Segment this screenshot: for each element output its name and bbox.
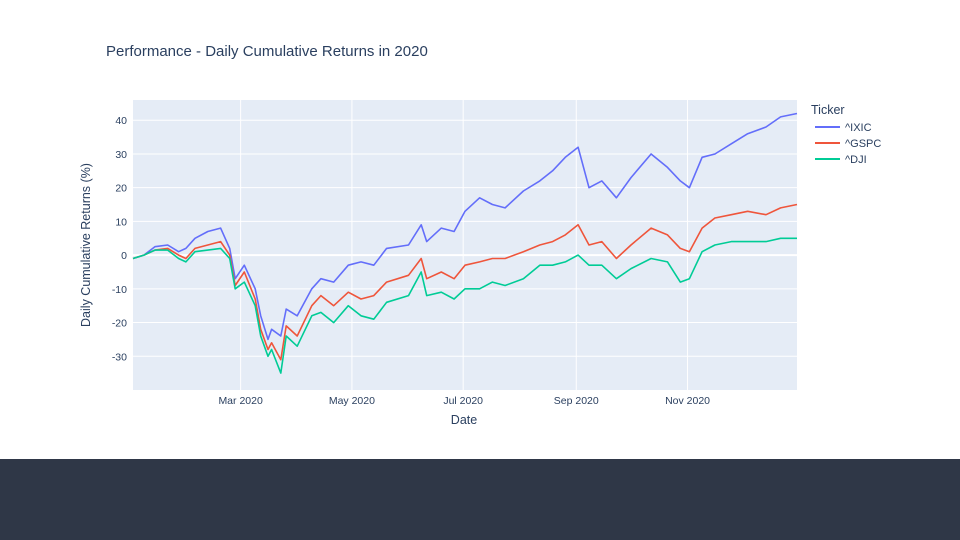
y-tick-label: -30 [112,351,127,363]
legend-label-dji: ^DJI [845,154,867,166]
x-tick-label: Jul 2020 [443,395,483,407]
chart-svg: Performance - Daily Cumulative Returns i… [79,43,881,427]
x-axis: Mar 2020 May 2020 Jul 2020 Sep 2020 Nov 2020 [218,395,710,407]
y-tick-label: 30 [115,149,127,161]
legend-label-gspc: ^GSPC [845,138,881,150]
footer-band [0,459,960,540]
y-tick-label: 10 [115,216,127,228]
x-axis-label: Date [451,413,477,427]
legend-label-ixic: ^IXIC [845,122,872,134]
series-line-dji [132,237,797,374]
y-tick-label: -20 [112,318,127,330]
series-layer [132,112,798,374]
x-tick-label: Nov 2020 [665,395,710,407]
y-tick-label: 40 [115,115,127,127]
y-tick-label: 0 [121,250,127,262]
y-axis-label: Daily Cumulative Returns (%) [79,163,93,327]
x-tick-label: May 2020 [329,395,375,407]
y-tick-label: -10 [112,284,127,296]
x-tick-label: Mar 2020 [218,395,263,407]
chart-container: Performance - Daily Cumulative Returns i… [79,43,881,427]
plot-area [133,100,797,390]
legend: Ticker ^IXIC ^GSPC ^DJI [811,103,881,166]
legend-title: Ticker [811,103,845,117]
series-line-gspc [132,203,798,361]
y-tick-label: 20 [115,183,127,195]
series-line-ixic [132,112,798,341]
x-tick-label: Sep 2020 [554,395,599,407]
y-axis: -30 -20 -10 0 10 20 30 40 [112,115,127,363]
chart-title: Performance - Daily Cumulative Returns i… [106,43,428,60]
